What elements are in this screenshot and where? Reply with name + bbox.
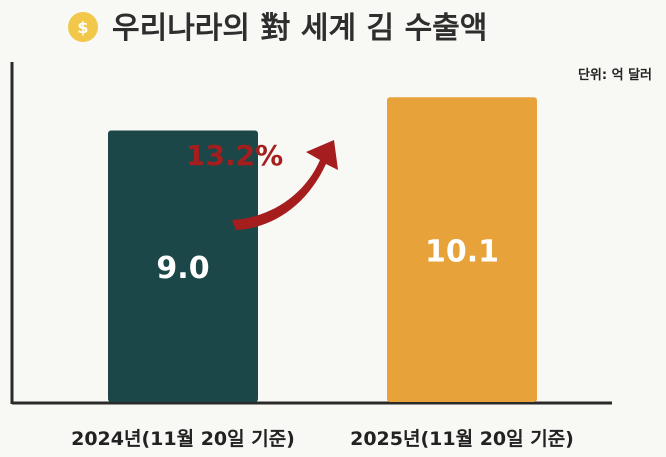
bar-value-label-2025: 10.1 xyxy=(425,235,499,270)
category-label-2024: 2024년(11월 20일 기준) xyxy=(71,428,295,450)
bar-2025 xyxy=(387,97,537,403)
unit-label: 단위: 억 달러 xyxy=(578,67,652,83)
bar-2024 xyxy=(108,130,258,402)
chart-title: 우리나라의 對 세계 김 수출액 xyxy=(112,11,487,46)
category-label-2025: 2025년(11월 20일 기준) xyxy=(350,428,574,450)
svg-text:$: $ xyxy=(77,18,88,37)
bar-value-label-2024: 9.0 xyxy=(156,251,209,286)
dollar-coin-icon: $ xyxy=(68,12,98,42)
growth-annotation: 13.2% xyxy=(186,139,283,172)
growth-arrow-icon xyxy=(232,140,338,230)
